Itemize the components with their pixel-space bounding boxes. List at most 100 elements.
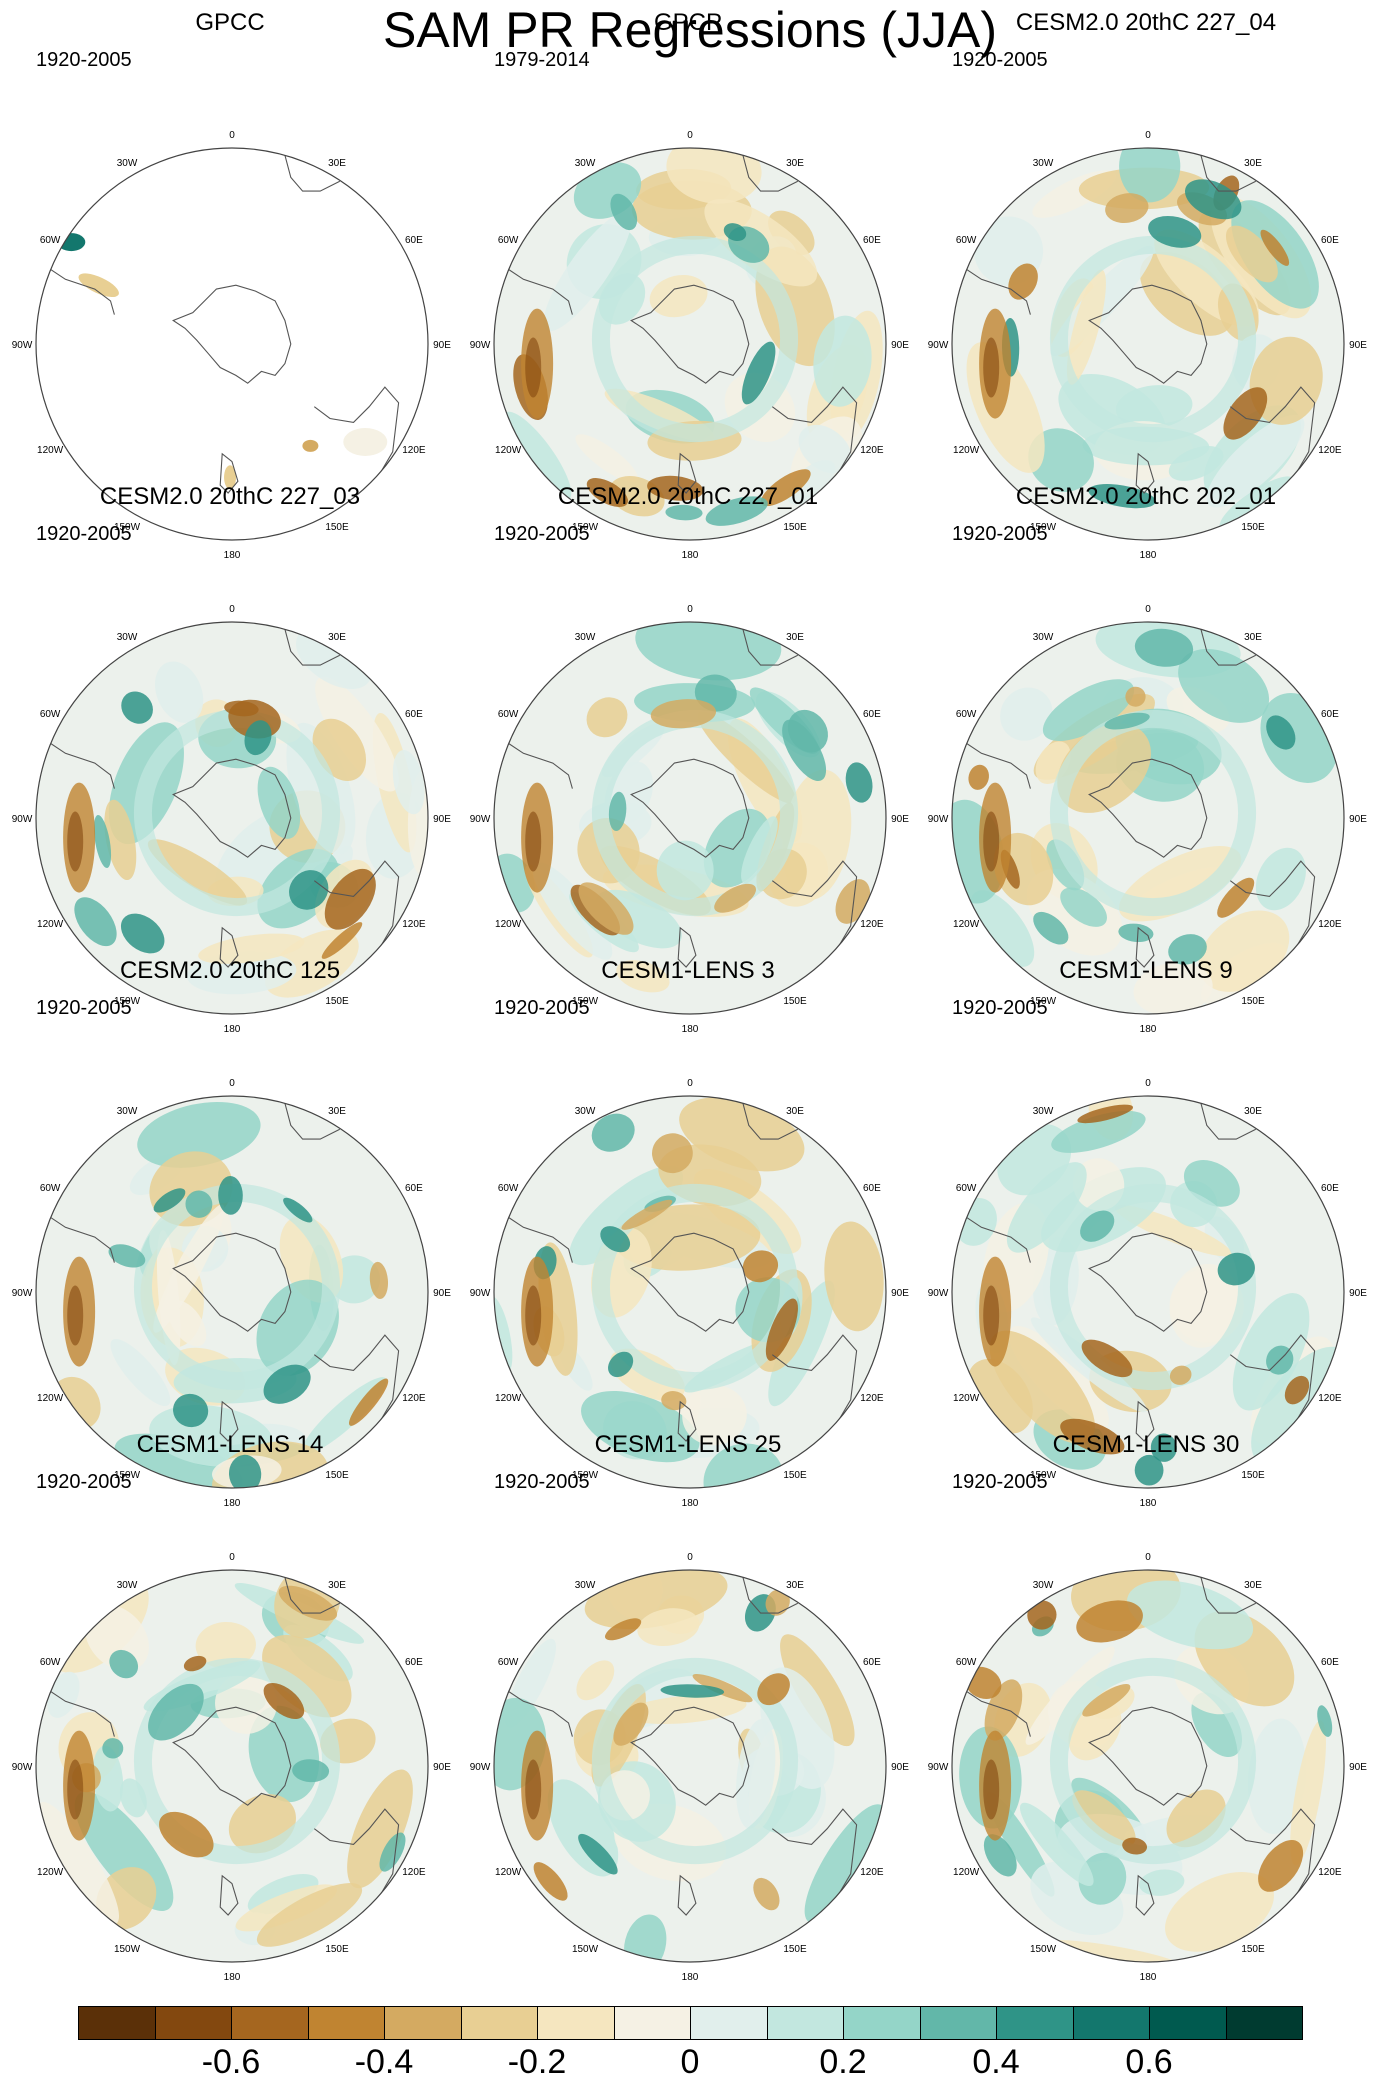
- longitude-label: 30E: [786, 1580, 804, 1591]
- polar-map: 0 30E 60E 90E 120E 150E 180 150W 120W 90W 60W 30W: [928, 604, 1368, 1035]
- map-panel: CESM1-LENS 30 1920-2005 0 30E 60E 90E 120E 150E…: [916, 1430, 1376, 1983]
- longitude-label: 120E: [1318, 1867, 1342, 1878]
- map-border: [493, 147, 887, 541]
- longitude-label: 90E: [891, 1288, 909, 1299]
- longitude-label: 30E: [328, 158, 346, 169]
- precip-field: [494, 1570, 886, 1962]
- longitude-label: 180: [1140, 1024, 1157, 1035]
- australia-outline: [771, 1334, 858, 1434]
- new-zealand-outline: [1135, 1400, 1155, 1442]
- australia-outline: [313, 1334, 400, 1434]
- africa-outline: [282, 1096, 341, 1140]
- longitude-label: 60W: [498, 709, 519, 720]
- polar-map: 0 30E 60E 90E 120E 150E 180 150W 120W 90W 60W 30W: [12, 130, 452, 561]
- map-border: [951, 1095, 1345, 1489]
- colorbar-tick-label: -0.6: [201, 2043, 261, 2081]
- longitude-label: 60W: [956, 1657, 977, 1668]
- longitude-label: 90E: [433, 340, 451, 351]
- africa-outline: [740, 1096, 799, 1140]
- longitude-label: 180: [1140, 550, 1157, 561]
- coastlines: [494, 622, 858, 968]
- longitude-label: 90W: [928, 1288, 949, 1299]
- longitude-label: 0: [229, 130, 235, 141]
- precip-field: [952, 1096, 1344, 1488]
- polar-map: 0 30E 60E 90E 120E 150E 180 150W 120W 90W 60W 30W: [928, 130, 1368, 561]
- longitude-label: 180: [682, 1498, 699, 1509]
- africa-outline: [282, 1570, 341, 1614]
- colorbar-tick-label: 0.2: [819, 2043, 867, 2081]
- australia-outline: [1229, 860, 1316, 960]
- new-zealand-outline: [219, 1400, 239, 1442]
- longitude-label: 30E: [328, 1106, 346, 1117]
- africa-outline: [282, 148, 341, 192]
- longitude-label: 90W: [470, 1288, 491, 1299]
- panel-title: GPCP: [653, 9, 722, 36]
- panel-title: CESM2.0 20thC 227_01: [557, 483, 819, 510]
- longitude-label: 60W: [40, 709, 61, 720]
- longitude-label: 120E: [860, 1393, 884, 1404]
- longitude-label: 30W: [117, 632, 138, 643]
- longitude-label: 60E: [405, 709, 423, 720]
- map-border: [493, 1095, 887, 1489]
- longitude-label: 120E: [860, 919, 884, 930]
- longitude-label: 150W: [572, 522, 599, 533]
- longitude-label: 150W: [114, 1944, 141, 1955]
- longitude-label: 120W: [495, 1867, 522, 1878]
- precip-field: [494, 1096, 886, 1488]
- south-america-outline: [494, 1681, 573, 1737]
- longitude-label: 30E: [1244, 632, 1262, 643]
- polar-map: 0 30E 60E 90E 120E 150E 180 150W 120W 90W 60W 30W: [470, 1078, 910, 1509]
- south-america-outline: [494, 733, 573, 789]
- africa-outline: [1198, 1096, 1257, 1140]
- longitude-label: 120E: [860, 1867, 884, 1878]
- coastlines: [952, 148, 1316, 494]
- south-america-outline: [952, 1681, 1031, 1737]
- longitude-label: 90E: [433, 814, 451, 825]
- colorbar-tick-label: 0.4: [972, 2043, 1020, 2081]
- longitude-label: 90E: [1349, 340, 1367, 351]
- longitude-label: 180: [1140, 1972, 1157, 1983]
- longitude-label: 30W: [1033, 632, 1054, 643]
- longitude-label: 120E: [860, 445, 884, 456]
- figure-title: SAM PR Regressions (JJA): [382, 2, 998, 58]
- antarctica-outline: [1088, 1232, 1208, 1332]
- longitude-label: 60W: [498, 1657, 519, 1668]
- longitude-label: 30E: [786, 158, 804, 169]
- map-border: [493, 1569, 887, 1963]
- coastlines: [952, 1570, 1316, 1916]
- polar-map: 0 30E 60E 90E 120E 150E 180 150W 120W 90W 60W 30W: [928, 1078, 1368, 1509]
- longitude-label: 90W: [12, 1288, 33, 1299]
- longitude-label: 150E: [783, 996, 807, 1007]
- longitude-label: 180: [224, 550, 241, 561]
- longitude-label: 150W: [1030, 1944, 1057, 1955]
- longitude-label: 90E: [1349, 1288, 1367, 1299]
- longitude-label: 90W: [470, 814, 491, 825]
- new-zealand-outline: [677, 926, 697, 968]
- antarctica-outline: [172, 1232, 292, 1332]
- panel-title: CESM2.0 20thC 227_03: [99, 483, 361, 510]
- south-america-outline: [36, 1681, 115, 1737]
- africa-outline: [740, 148, 799, 192]
- coastlines: [36, 1570, 400, 1916]
- longitude-label: 0: [1145, 1078, 1151, 1089]
- longitude-label: 60W: [498, 235, 519, 246]
- longitude-label: 150E: [325, 996, 349, 1007]
- coastlines: [36, 148, 400, 494]
- africa-outline: [1198, 1570, 1257, 1614]
- colorbar-tick-label: -0.4: [354, 2043, 414, 2081]
- africa-outline: [1198, 622, 1257, 666]
- polar-map: 0 30E 60E 90E 120E 150E 180 150W 120W 90W 60W 30W: [12, 604, 452, 1035]
- longitude-label: 120W: [495, 1393, 522, 1404]
- new-zealand-outline: [1135, 1874, 1155, 1916]
- new-zealand-outline: [677, 1874, 697, 1916]
- precip-field: [36, 1570, 428, 1962]
- new-zealand-outline: [219, 926, 239, 968]
- longitude-label: 30W: [1033, 1580, 1054, 1591]
- longitude-label: 180: [224, 1498, 241, 1509]
- colorbar-box: [766, 2006, 844, 2040]
- longitude-label: 120E: [1318, 1393, 1342, 1404]
- colorbar: -0.6 -0.4 -0.2 0 0.2 0.4 0.6: [0, 1990, 1380, 2086]
- map-panel: CESM1-LENS 9 1920-2005 0 30E 60E 90E 120E 150E 1…: [916, 956, 1376, 1509]
- colorbar-box: [307, 2006, 385, 2040]
- polar-map: 0 30E 60E 90E 120E 150E 180 150W 120W 90W 60W 30W: [12, 1078, 452, 1509]
